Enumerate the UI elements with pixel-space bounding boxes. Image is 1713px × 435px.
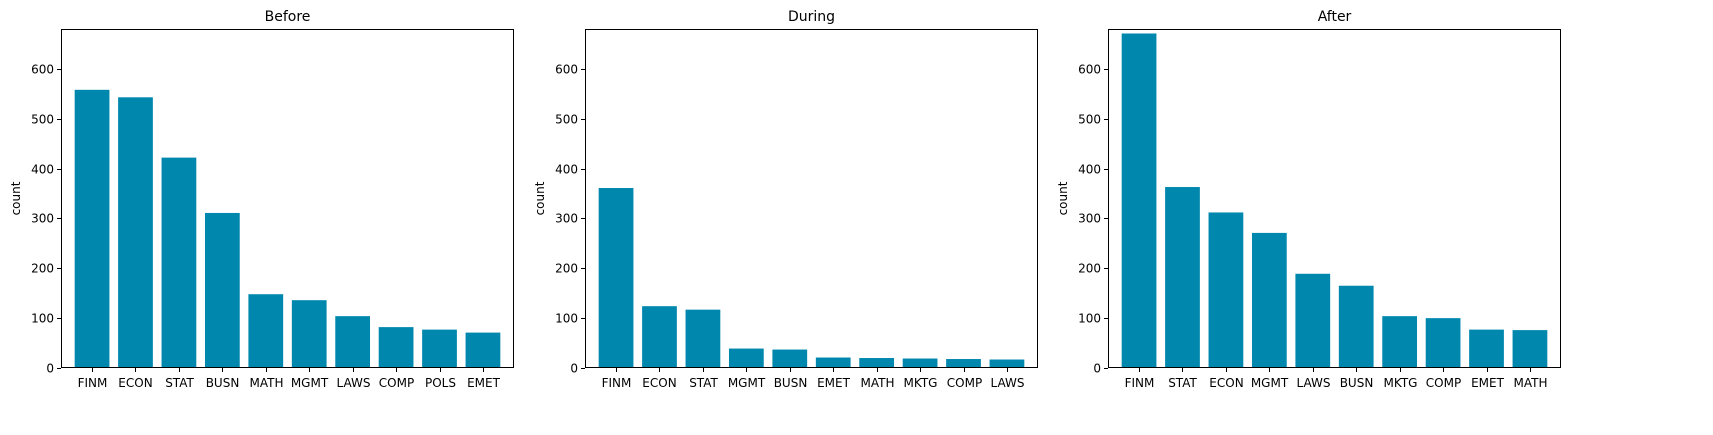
bar-mktg xyxy=(1382,316,1418,368)
y-tick-label: 100 xyxy=(31,312,54,326)
y-tick-label: 0 xyxy=(570,362,578,376)
x-tick-label-comp: COMP xyxy=(379,376,414,390)
x-tick-label-stat: STAT xyxy=(1168,376,1197,390)
x-tick-label-emet: EMET xyxy=(1471,376,1505,390)
y-tick-label: 100 xyxy=(555,312,578,326)
bar-stat xyxy=(685,309,721,368)
bar-laws xyxy=(335,316,371,368)
bar-laws xyxy=(989,359,1025,368)
chart-panel-before: 0 100 200 300 400 500 600 FINM ECON STAT BUSN MATH M… xyxy=(9,9,514,390)
x-tick-label-math: MATH xyxy=(861,376,895,390)
x-tick-label-econ: ECON xyxy=(642,376,676,390)
bar-comp xyxy=(1425,318,1461,368)
axes-frame xyxy=(585,29,1038,368)
bar-mgmt xyxy=(291,300,327,368)
x-tick-label-mktg: MKTG xyxy=(904,376,938,390)
y-tick-label: 400 xyxy=(31,163,54,177)
x-tick-label-busn: BUSN xyxy=(1340,376,1374,390)
bar-finm xyxy=(1121,33,1157,369)
x-tick-label-stat: STAT xyxy=(165,376,194,390)
x-tick-label-emet: EMET xyxy=(817,376,851,390)
x-tick-label-finm: FINM xyxy=(1125,376,1155,390)
x-tick-label-pols: POLS xyxy=(425,376,456,390)
x-tick-label-emet: EMET xyxy=(467,376,501,390)
bar-stat xyxy=(161,157,197,368)
x-tick-label-econ: ECON xyxy=(118,376,152,390)
bar-busn xyxy=(1338,285,1374,368)
chart-title: After xyxy=(1318,9,1352,25)
x-tick-label-mgmt: MGMT xyxy=(728,376,766,390)
y-axis-label: count xyxy=(9,181,23,215)
bar-emet xyxy=(1469,329,1504,368)
x-tick-label-comp: COMP xyxy=(1426,376,1461,390)
x-tick-label-stat: STAT xyxy=(689,376,718,390)
x-tick-label-mktg: MKTG xyxy=(1384,376,1418,390)
x-tick-label-laws: LAWS xyxy=(1297,376,1331,390)
bar-laws xyxy=(1295,273,1331,368)
chart-title: Before xyxy=(265,9,311,25)
y-tick-label: 0 xyxy=(1093,362,1101,376)
y-tick-label: 100 xyxy=(1078,312,1101,326)
y-tick-label: 400 xyxy=(1078,163,1101,177)
bar-stat xyxy=(1165,187,1200,368)
x-tick-label-finm: FINM xyxy=(78,376,108,390)
x-tick-label-comp: COMP xyxy=(947,376,982,390)
bar-econ xyxy=(642,306,677,368)
y-tick-label: 400 xyxy=(555,163,578,177)
x-tick-label-math: MATH xyxy=(250,376,284,390)
bar-comp xyxy=(378,327,414,368)
x-tick-label-laws: LAWS xyxy=(337,376,371,390)
axes-frame xyxy=(1108,29,1561,368)
bar-econ xyxy=(1208,212,1244,368)
y-tick-label: 500 xyxy=(555,113,578,127)
y-tick-label: 600 xyxy=(1078,63,1101,77)
y-tick-label: 500 xyxy=(31,113,54,127)
bar-busn xyxy=(772,349,808,368)
y-tick-label: 200 xyxy=(1078,262,1101,276)
chart-panel-after: 0 100 200 300 400 500 600 FINM STAT ECON MGMT LAWS B… xyxy=(1056,9,1561,390)
y-tick-label: 600 xyxy=(555,63,578,77)
y-tick-label: 300 xyxy=(31,212,54,226)
chart-title: During xyxy=(788,9,835,25)
bar-mktg xyxy=(902,358,938,368)
bar-econ xyxy=(118,97,153,369)
bar-math xyxy=(859,358,895,368)
bar-emet xyxy=(465,332,501,368)
x-tick-label-econ: ECON xyxy=(1209,376,1243,390)
x-tick-label-finm: FINM xyxy=(602,376,632,390)
x-tick-label-math: MATH xyxy=(1514,376,1548,390)
bar-pols xyxy=(422,329,457,368)
chart-panel-during: 0 100 200 300 400 500 600 FINM ECON STAT MGMT BUSN E… xyxy=(533,9,1038,390)
y-axis-label: count xyxy=(1056,181,1070,215)
bar-mgmt xyxy=(728,348,764,368)
y-tick-label: 500 xyxy=(1078,113,1101,127)
bar-busn xyxy=(204,212,240,368)
x-tick-label-mgmt: MGMT xyxy=(291,376,329,390)
bar-mgmt xyxy=(1251,232,1287,368)
y-tick-label: 200 xyxy=(31,262,54,276)
x-tick-label-busn: BUSN xyxy=(774,376,808,390)
y-axis-label: count xyxy=(533,181,547,215)
bar-math xyxy=(1512,330,1548,368)
y-tick-label: 300 xyxy=(555,212,578,226)
x-tick-label-mgmt: MGMT xyxy=(1251,376,1289,390)
y-tick-label: 600 xyxy=(31,63,54,77)
bar-comp xyxy=(946,359,981,368)
x-tick-label-laws: LAWS xyxy=(991,376,1025,390)
bar-finm xyxy=(74,89,110,368)
bar-emet xyxy=(815,357,851,368)
axes-frame xyxy=(61,29,514,368)
bar-finm xyxy=(598,188,634,368)
y-tick-label: 0 xyxy=(46,362,54,376)
y-tick-label: 200 xyxy=(555,262,578,276)
y-tick-label: 300 xyxy=(1078,212,1101,226)
bar-math xyxy=(248,294,284,368)
x-tick-label-busn: BUSN xyxy=(206,376,240,390)
